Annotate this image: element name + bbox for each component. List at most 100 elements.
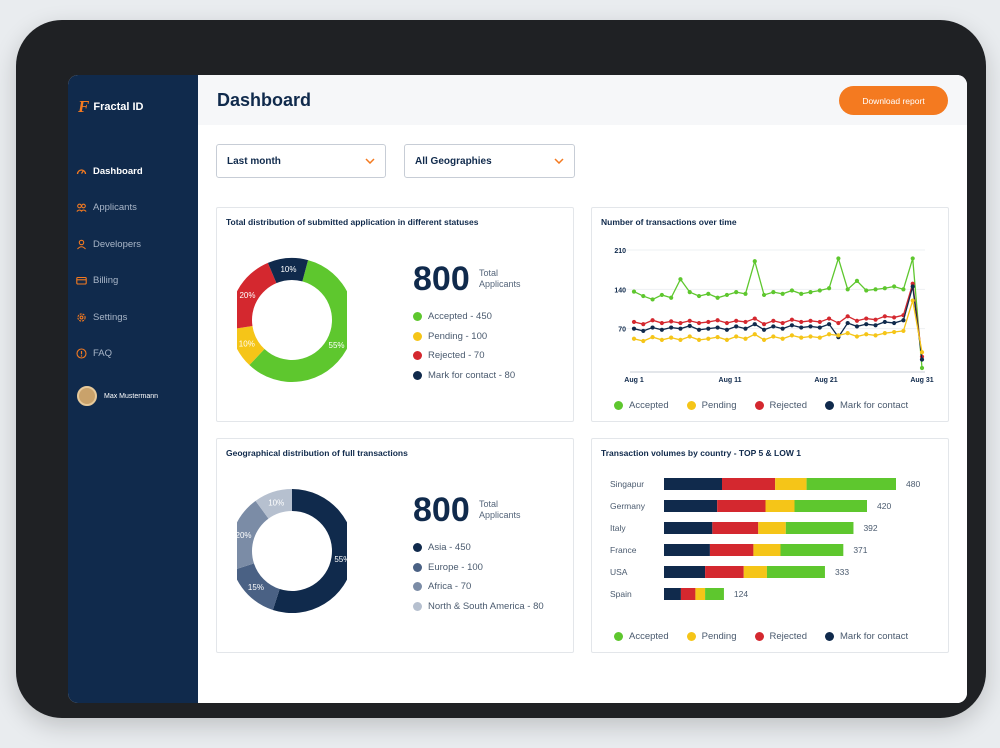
data-point[interactable] <box>808 290 813 295</box>
data-point[interactable] <box>854 278 860 284</box>
data-point[interactable] <box>882 286 887 291</box>
data-point[interactable] <box>826 322 832 327</box>
bar-segment-accepted[interactable] <box>806 478 896 490</box>
period-select[interactable]: Last month <box>216 144 386 178</box>
data-point[interactable] <box>910 256 915 261</box>
bar-segment-pending[interactable] <box>758 522 786 534</box>
data-point[interactable] <box>873 333 878 338</box>
data-point[interactable] <box>743 326 748 331</box>
data-point[interactable] <box>789 288 795 293</box>
data-point[interactable] <box>854 318 860 323</box>
data-point[interactable] <box>901 328 906 334</box>
data-point[interactable] <box>696 320 702 326</box>
bar-segment-rejected[interactable] <box>717 500 766 512</box>
data-point[interactable] <box>743 336 748 341</box>
data-point[interactable] <box>873 317 878 322</box>
donut-slice-rejected[interactable] <box>237 262 277 329</box>
data-point[interactable] <box>836 256 841 261</box>
data-point[interactable] <box>799 319 804 325</box>
data-point[interactable] <box>724 320 730 326</box>
data-point[interactable] <box>919 365 925 371</box>
data-point[interactable] <box>715 318 720 323</box>
data-point[interactable] <box>873 287 878 292</box>
bar-segment-rejected[interactable] <box>712 522 759 534</box>
data-point[interactable] <box>696 293 702 299</box>
bar-segment-accepted[interactable] <box>705 588 724 600</box>
data-point[interactable] <box>706 291 711 296</box>
sidebar-item-faq[interactable]: FAQ <box>76 336 194 373</box>
user-profile[interactable]: Max Mustermann <box>77 386 158 406</box>
data-point[interactable] <box>761 337 767 343</box>
data-point[interactable] <box>892 329 897 335</box>
data-point[interactable] <box>882 331 887 336</box>
data-point[interactable] <box>687 290 692 295</box>
series-line-accepted[interactable] <box>633 256 923 369</box>
data-point[interactable] <box>734 334 739 339</box>
data-point[interactable] <box>919 357 925 362</box>
data-point[interactable] <box>780 336 785 341</box>
data-point[interactable] <box>771 324 776 329</box>
donut-slice-mark-for-contact[interactable] <box>267 258 309 284</box>
data-point[interactable] <box>892 284 897 289</box>
bar-segment-mark-for-contact[interactable] <box>664 522 713 534</box>
bar-segment-accepted[interactable] <box>780 544 844 556</box>
data-point[interactable] <box>864 322 869 327</box>
data-point[interactable] <box>761 327 767 332</box>
bar-segment-mark-for-contact[interactable] <box>664 566 706 578</box>
sidebar-item-developers[interactable]: Developers <box>76 226 194 263</box>
data-point[interactable] <box>892 320 897 326</box>
data-point[interactable] <box>724 337 730 343</box>
bar-segment-accepted[interactable] <box>794 500 868 512</box>
data-point[interactable] <box>854 334 860 339</box>
bar-segment-pending[interactable] <box>775 478 807 490</box>
donut-slice-pending[interactable] <box>237 326 265 366</box>
brand-logo[interactable]: F Fractal ID <box>78 97 143 117</box>
data-point[interactable] <box>715 325 720 330</box>
series-line-rejected[interactable] <box>633 283 923 357</box>
data-point[interactable] <box>826 316 832 321</box>
data-point[interactable] <box>650 297 655 302</box>
data-point[interactable] <box>631 326 637 331</box>
data-point[interactable] <box>910 284 915 289</box>
data-point[interactable] <box>771 334 776 339</box>
data-point[interactable] <box>808 318 813 323</box>
bar-segment-rejected[interactable] <box>705 566 744 578</box>
data-point[interactable] <box>817 325 822 330</box>
donut-slice-asia[interactable] <box>272 489 347 613</box>
data-point[interactable] <box>892 315 897 320</box>
data-point[interactable] <box>706 326 711 331</box>
data-point[interactable] <box>799 335 804 340</box>
data-point[interactable] <box>687 318 692 323</box>
data-point[interactable] <box>659 337 664 343</box>
data-point[interactable] <box>864 288 869 293</box>
data-point[interactable] <box>771 318 776 323</box>
data-point[interactable] <box>771 290 776 295</box>
data-point[interactable] <box>752 332 757 337</box>
bar-segment-mark-for-contact[interactable] <box>664 478 722 490</box>
data-point[interactable] <box>752 316 757 321</box>
data-point[interactable] <box>641 322 646 327</box>
data-point[interactable] <box>845 287 850 292</box>
data-point[interactable] <box>678 337 683 343</box>
data-point[interactable] <box>641 328 646 334</box>
data-point[interactable] <box>678 277 683 282</box>
data-point[interactable] <box>864 316 869 321</box>
data-point[interactable] <box>734 290 739 295</box>
data-point[interactable] <box>808 324 813 329</box>
data-point[interactable] <box>845 331 850 336</box>
download-report-button[interactable]: Download report <box>839 86 948 115</box>
data-point[interactable] <box>761 292 767 298</box>
data-point[interactable] <box>687 323 692 328</box>
data-point[interactable] <box>799 291 804 296</box>
bar-segment-pending[interactable] <box>743 566 767 578</box>
data-point[interactable] <box>669 335 674 340</box>
sidebar-item-dashboard[interactable]: Dashboard <box>76 153 194 190</box>
data-point[interactable] <box>696 327 702 332</box>
data-point[interactable] <box>752 259 757 264</box>
data-point[interactable] <box>678 320 683 326</box>
bar-segment-rejected[interactable] <box>709 544 754 556</box>
series-line-pending[interactable] <box>633 300 923 353</box>
bar-segment-rejected[interactable] <box>722 478 776 490</box>
sidebar-item-billing[interactable]: Billing <box>76 263 194 300</box>
data-point[interactable] <box>650 334 655 340</box>
